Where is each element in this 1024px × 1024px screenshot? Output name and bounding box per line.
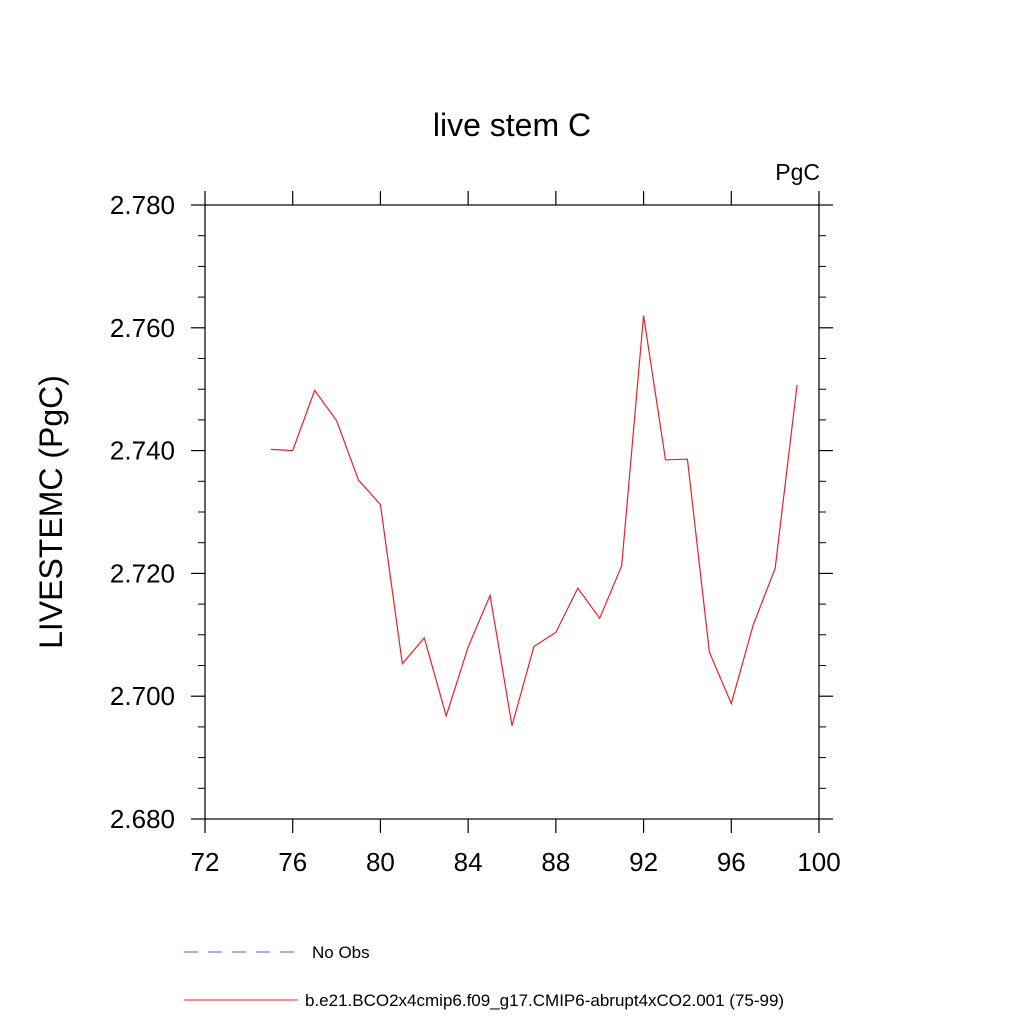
data-point [775, 568, 776, 569]
data-point [643, 315, 644, 316]
legend-label: b.e21.BCO2x4cmip6.f09_g17.CMIP6-abrupt4x… [305, 991, 784, 1010]
plot-frame [204, 204, 820, 820]
data-point [621, 565, 622, 566]
data-point [687, 459, 688, 460]
series-layer [270, 315, 798, 726]
data-point [577, 588, 578, 589]
y-tick-label: 2.760 [110, 313, 175, 343]
legend: No Obs b.e21.BCO2x4cmip6.f09_g17.CMIP6-ab… [184, 943, 784, 1010]
data-point [358, 479, 359, 480]
units-label: PgC [775, 159, 820, 185]
axis-ticks [191, 191, 833, 833]
data-point [402, 663, 403, 664]
chart-title: live stem C [433, 107, 591, 143]
y-tick-label: 2.720 [110, 558, 175, 588]
data-point [292, 450, 293, 451]
y-tick-label: 2.780 [110, 190, 175, 220]
data-point [533, 646, 534, 647]
series-line [270, 315, 798, 726]
legend-label: No Obs [312, 943, 370, 962]
data-point [336, 420, 337, 421]
data-point [709, 651, 710, 652]
x-tick-label: 76 [278, 847, 307, 877]
y-axis-label: LIVESTEMC (PgC) [33, 375, 69, 649]
x-tick-label: 96 [717, 847, 746, 877]
data-point [314, 390, 315, 391]
data-point [599, 618, 600, 619]
x-tick-label: 80 [366, 847, 395, 877]
data-point [796, 384, 797, 385]
y-tick-label: 2.680 [110, 804, 175, 834]
data-point [270, 449, 271, 450]
data-point [468, 646, 469, 647]
x-tick-label: 72 [191, 847, 220, 877]
y-tick-labels: 2.680 2.700 2.720 2.740 2.760 2.780 [110, 190, 175, 834]
x-tick-labels: 72 76 80 84 88 92 96 100 [191, 847, 841, 877]
data-point [380, 504, 381, 505]
x-tick-label: 84 [454, 847, 483, 877]
data-point [446, 715, 447, 716]
data-point [489, 595, 490, 596]
data-point [424, 637, 425, 638]
x-tick-label: 88 [541, 847, 570, 877]
y-tick-label: 2.740 [110, 436, 175, 466]
data-point [731, 703, 732, 704]
data-point [665, 459, 666, 460]
y-tick-label: 2.700 [110, 681, 175, 711]
x-tick-label: 100 [797, 847, 840, 877]
x-tick-label: 92 [629, 847, 658, 877]
data-point [555, 632, 556, 633]
data-point [753, 624, 754, 625]
data-point [511, 725, 512, 726]
